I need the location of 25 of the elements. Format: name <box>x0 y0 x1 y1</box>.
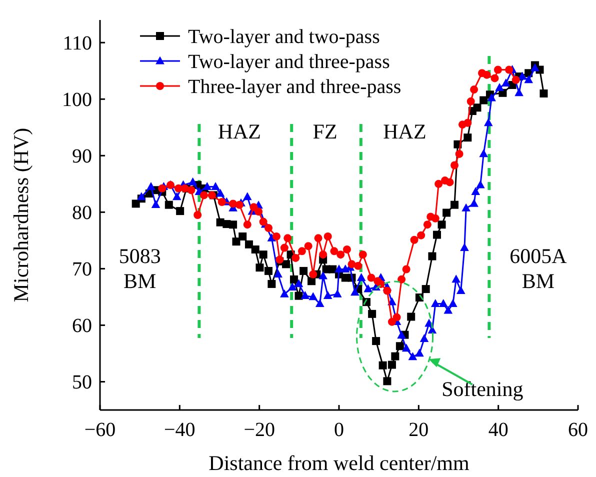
y-tick-label: 60 <box>72 315 92 338</box>
y-tick-label: 110 <box>62 32 92 55</box>
x-tick-label: 40 <box>488 419 508 441</box>
y-tick-label: 80 <box>72 202 92 224</box>
annotation: FZ <box>312 120 338 144</box>
y-tick-label: 70 <box>72 258 92 281</box>
x-axis-title: Distance from weld center/mm <box>208 451 470 475</box>
y-tick-label: 100 <box>62 89 92 112</box>
annotation: 5083 BM <box>118 244 161 294</box>
x-tick-label: −40 <box>164 419 196 441</box>
annotation: HAZ <box>383 120 426 144</box>
legend-label: Three-layer and three-pass <box>188 76 402 98</box>
y-axis-title: Microhardness (HV) <box>9 128 33 302</box>
legend-label: Two-layer and three-pass <box>188 51 390 73</box>
annotation: Softening <box>442 376 524 401</box>
x-tick-label: −60 <box>84 419 116 441</box>
x-tick-label: 0 <box>334 419 344 441</box>
legend-label: Two-layer and two-pass <box>188 26 380 48</box>
annotation: 6005A BM <box>510 244 568 294</box>
y-tick-label: 50 <box>72 372 92 394</box>
x-tick-label: −20 <box>244 419 275 441</box>
annotation: HAZ <box>218 120 262 144</box>
y-tick-label: 90 <box>72 146 92 168</box>
x-tick-label: 20 <box>408 419 429 441</box>
x-tick-label: 60 <box>568 419 588 441</box>
